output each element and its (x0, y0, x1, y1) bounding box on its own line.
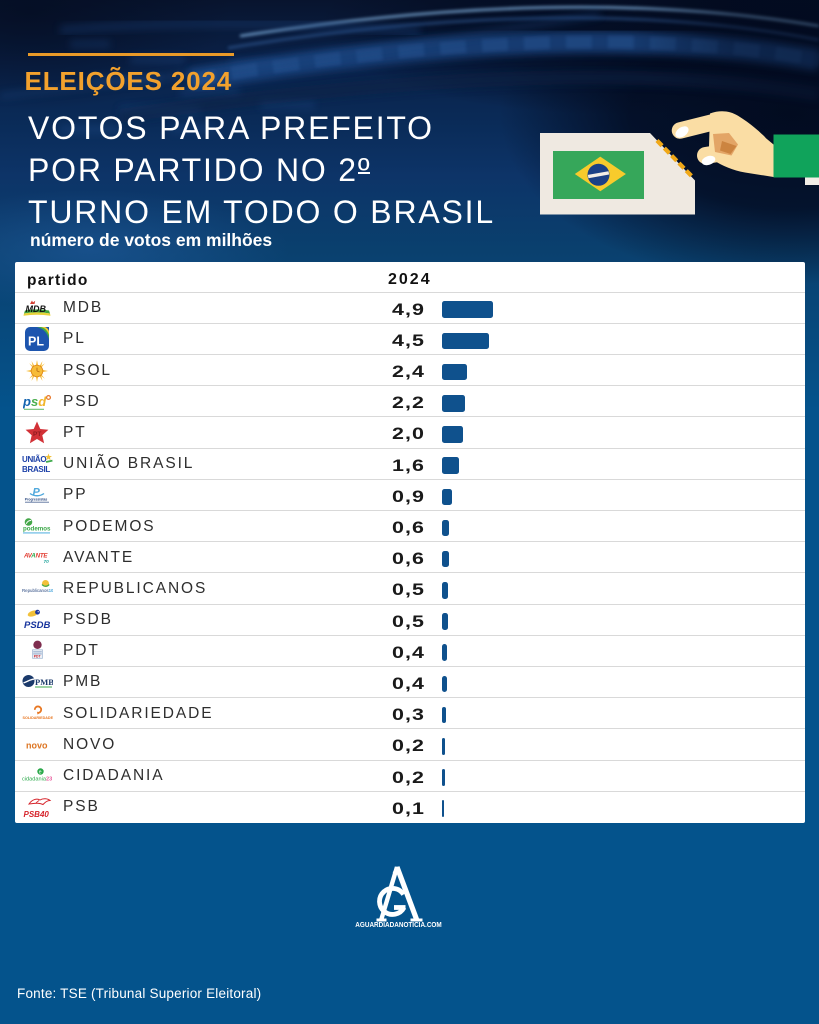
svg-text:P: P (33, 486, 41, 498)
svg-text:PT: PT (33, 431, 41, 438)
svg-text:podemos: podemos (23, 525, 51, 532)
svg-text:cidadania23: cidadania23 (22, 776, 52, 782)
svg-text:AVANTE: AVANTE (24, 553, 48, 560)
svg-text:BRASIL: BRASIL (22, 465, 50, 474)
svg-text:e: e (38, 769, 41, 775)
svg-text:MDB: MDB (26, 303, 47, 313)
svg-text:psd: psd (23, 394, 47, 409)
svg-text:SOLIDARIEDADE: SOLIDARIEDADE (22, 716, 53, 720)
svg-text:PSB40: PSB40 (23, 810, 49, 819)
svg-text:70: 70 (44, 559, 50, 565)
svg-text:PMB: PMB (35, 677, 53, 687)
svg-text:novo: novo (26, 740, 48, 750)
svg-text:PSDB: PSDB (24, 620, 51, 631)
svg-text:Republicanos10: Republicanos10 (22, 588, 53, 593)
svg-text:PDT: PDT (33, 655, 41, 659)
svg-text:PL: PL (28, 335, 44, 349)
svg-text:UNIÃO: UNIÃO (22, 455, 46, 464)
svg-text:Progressistas: Progressistas (25, 497, 48, 501)
